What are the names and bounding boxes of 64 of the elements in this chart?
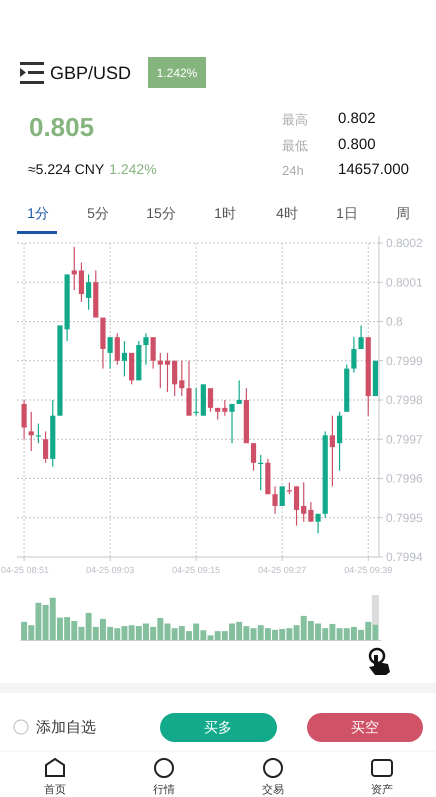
candlestick bbox=[78, 262, 84, 302]
text: 1分 bbox=[27, 205, 49, 221]
candlestick bbox=[208, 388, 214, 412]
y-tick-label: 0.7995 bbox=[386, 510, 424, 525]
candlestick bbox=[358, 324, 364, 350]
candlestick bbox=[315, 513, 321, 534]
candlestick bbox=[72, 246, 77, 291]
text: ≈5.224 CNY bbox=[28, 161, 105, 177]
text: 交易 bbox=[262, 783, 284, 796]
candlestick bbox=[108, 336, 113, 370]
candlestick bbox=[250, 442, 256, 472]
text: 24h bbox=[282, 163, 304, 178]
x-tick-label: 04-25 09:39 bbox=[344, 565, 392, 575]
candlestick bbox=[236, 380, 242, 405]
text: GBP/USD bbox=[50, 63, 132, 83]
text: 最高 bbox=[282, 112, 308, 127]
y-tick-label: 0.8001 bbox=[386, 275, 424, 290]
y-tick-label: 0.8 bbox=[386, 314, 404, 328]
candlestick bbox=[122, 340, 128, 378]
y-tick-label: 0.7996 bbox=[386, 472, 424, 486]
candlestick bbox=[114, 332, 120, 366]
candlestick bbox=[272, 486, 278, 514]
text: 买多 bbox=[204, 719, 232, 735]
candlestick bbox=[42, 430, 48, 464]
text: 0.802 bbox=[338, 110, 376, 127]
text: 0.805 bbox=[29, 112, 94, 142]
y-tick-label: 0.8002 bbox=[386, 236, 424, 250]
text: 1时 bbox=[214, 205, 236, 221]
y-tick-label: 0.7994 bbox=[386, 550, 424, 564]
text: 资产 bbox=[371, 783, 393, 796]
candlestick bbox=[308, 501, 314, 522]
text: 周 bbox=[396, 205, 410, 221]
candlestick bbox=[280, 486, 285, 507]
candlestick bbox=[21, 399, 27, 440]
x-tick-label: 04-25 09:27 bbox=[258, 565, 306, 575]
candlestick bbox=[301, 482, 306, 522]
x-tick-label: 04-25 08:51 bbox=[1, 565, 50, 575]
candlestick bbox=[86, 274, 92, 310]
text: 4时 bbox=[276, 205, 298, 221]
text: 添加自选 bbox=[36, 719, 96, 736]
candlestick bbox=[158, 352, 163, 389]
text: 0.800 bbox=[338, 136, 376, 153]
text: 1日 bbox=[336, 205, 358, 221]
candlestick bbox=[150, 336, 156, 370]
candlestick bbox=[330, 415, 335, 487]
text: 5分 bbox=[87, 205, 109, 221]
candlestick bbox=[294, 486, 300, 526]
candlestick bbox=[28, 411, 34, 452]
y-tick-label: 0.7997 bbox=[386, 432, 424, 446]
candlestick bbox=[143, 332, 149, 366]
text: 1.242% bbox=[156, 66, 198, 80]
text: 15分 bbox=[146, 205, 176, 221]
text: 14657.000 bbox=[338, 161, 409, 178]
candlestick bbox=[351, 336, 357, 374]
text: 最低 bbox=[282, 138, 308, 153]
x-tick-label: 04-25 09:15 bbox=[172, 565, 220, 575]
text: 首页 bbox=[44, 784, 66, 796]
text: 1.242% bbox=[109, 161, 157, 177]
y-tick-label: 0.7999 bbox=[386, 354, 424, 368]
text: 买空 bbox=[351, 719, 379, 735]
candlestick bbox=[229, 403, 235, 444]
y-tick-label: 0.7998 bbox=[386, 393, 424, 407]
x-tick-label: 04-25 09:03 bbox=[86, 565, 134, 575]
text: 行情 bbox=[153, 783, 175, 796]
